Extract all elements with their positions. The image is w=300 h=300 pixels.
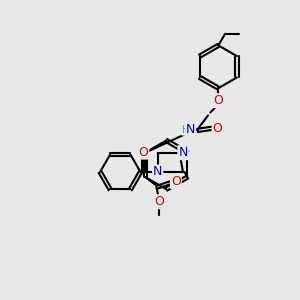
Text: H: H — [182, 125, 189, 135]
Text: O: O — [171, 175, 181, 188]
Text: O: O — [213, 94, 223, 107]
Text: O: O — [212, 122, 222, 134]
Text: N: N — [153, 166, 162, 178]
Text: N: N — [178, 146, 188, 159]
Text: O: O — [154, 195, 164, 208]
Text: O: O — [139, 146, 148, 159]
Text: N: N — [186, 123, 195, 136]
